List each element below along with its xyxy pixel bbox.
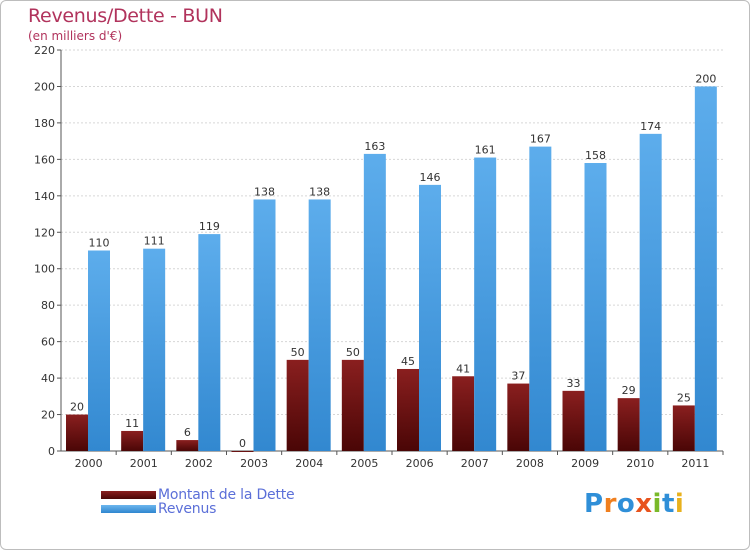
y-tick-label: 200: [34, 80, 55, 93]
logo-letter: o: [616, 489, 636, 519]
bar-revenue: [143, 248, 166, 451]
bar-debt: [121, 430, 144, 451]
bar-debt: [231, 451, 254, 452]
data-label-debt: 29: [622, 384, 636, 397]
x-tick-label: 2008: [516, 457, 544, 470]
logo-letter: i: [652, 489, 662, 519]
bar-debt: [507, 383, 530, 451]
data-label-debt: 33: [567, 377, 581, 390]
bar-debt: [562, 390, 585, 451]
bar-revenue: [253, 199, 276, 451]
data-label-revenue: 138: [309, 185, 330, 198]
data-label-revenue: 200: [695, 72, 716, 85]
data-label-revenue: 146: [420, 171, 441, 184]
data-label-revenue: 163: [364, 140, 385, 153]
bar-debt: [452, 376, 475, 451]
bar-revenue: [584, 163, 607, 451]
y-tick-label: 20: [41, 409, 55, 422]
chart-subtitle: (en milliers d'€): [28, 29, 123, 43]
x-tick-label: 2005: [350, 457, 378, 470]
y-tick-label: 160: [34, 153, 55, 166]
data-label-debt: 0: [239, 437, 246, 450]
logo-letter: i: [674, 489, 685, 519]
data-label-debt: 41: [456, 362, 470, 375]
y-tick-label: 40: [41, 372, 55, 385]
x-tick-label: 2001: [130, 457, 158, 470]
bar-revenue: [363, 153, 386, 452]
data-label-debt: 50: [346, 346, 360, 359]
x-tick-label: 2002: [185, 457, 213, 470]
y-tick-label: 140: [34, 190, 55, 203]
chart-title: Revenus/Dette - BUN: [28, 5, 223, 27]
x-tick-label: 2004: [295, 457, 323, 470]
y-tick-label: 180: [34, 117, 55, 130]
data-label-debt: 20: [70, 401, 84, 414]
y-tick-label: 60: [41, 336, 55, 349]
y-tick-label: 220: [34, 44, 55, 57]
data-label-debt: 45: [401, 355, 415, 368]
y-tick-label: 120: [34, 226, 55, 239]
legend-item-debt: Montant de la Dette: [101, 487, 295, 503]
bar-debt: [672, 405, 695, 451]
x-tick-label: 2010: [626, 457, 654, 470]
y-tick-label: 0: [48, 445, 55, 458]
x-tick-label: 2011: [681, 457, 709, 470]
y-tick-label: 100: [34, 263, 55, 276]
x-tick-label: 2007: [461, 457, 489, 470]
data-label-revenue: 111: [144, 235, 165, 248]
bar-debt: [341, 359, 364, 451]
legend-swatch-debt: [101, 491, 156, 499]
data-label-debt: 50: [291, 346, 305, 359]
data-label-revenue: 161: [475, 144, 496, 157]
x-tick-label: 2003: [240, 457, 268, 470]
data-label-debt: 37: [511, 370, 525, 383]
data-label-debt: 6: [184, 426, 191, 439]
bar-revenue: [308, 199, 331, 451]
logo-letter: x: [635, 489, 653, 519]
legend-item-revenue: Revenus: [101, 501, 217, 517]
data-label-revenue: 119: [199, 220, 220, 233]
bar-revenue: [419, 184, 441, 451]
bar-revenue: [88, 250, 110, 451]
data-label-revenue: 174: [640, 120, 661, 133]
proxiti-logo: Proxiti: [584, 489, 684, 519]
x-tick-label: 2006: [406, 457, 434, 470]
data-label-revenue: 110: [89, 237, 110, 250]
data-label-revenue: 138: [254, 185, 275, 198]
legend-swatch-revenue: [101, 505, 156, 513]
bar-revenue: [694, 86, 717, 452]
x-tick-label: 2000: [75, 457, 103, 470]
bar-revenue: [529, 146, 552, 451]
bar-debt: [176, 440, 199, 451]
legend-label-debt: Montant de la Dette: [158, 487, 295, 503]
data-label-debt: 25: [677, 391, 691, 404]
logo-letter: t: [661, 489, 675, 519]
bar-revenue: [639, 133, 662, 451]
legend-label-revenue: Revenus: [158, 501, 217, 517]
bar-debt: [286, 359, 309, 451]
data-label-revenue: 158: [585, 149, 606, 162]
data-label-revenue: 167: [530, 133, 551, 146]
x-tick-label: 2009: [571, 457, 599, 470]
bar-revenue: [474, 157, 497, 452]
bar-debt: [66, 414, 88, 451]
logo-letter: P: [584, 489, 604, 519]
bar-revenue: [198, 234, 221, 451]
data-label-debt: 11: [125, 417, 139, 430]
y-tick-label: 80: [41, 299, 55, 312]
logo-letter: r: [603, 489, 617, 519]
bar-debt: [397, 368, 419, 451]
bar-debt: [617, 398, 640, 451]
